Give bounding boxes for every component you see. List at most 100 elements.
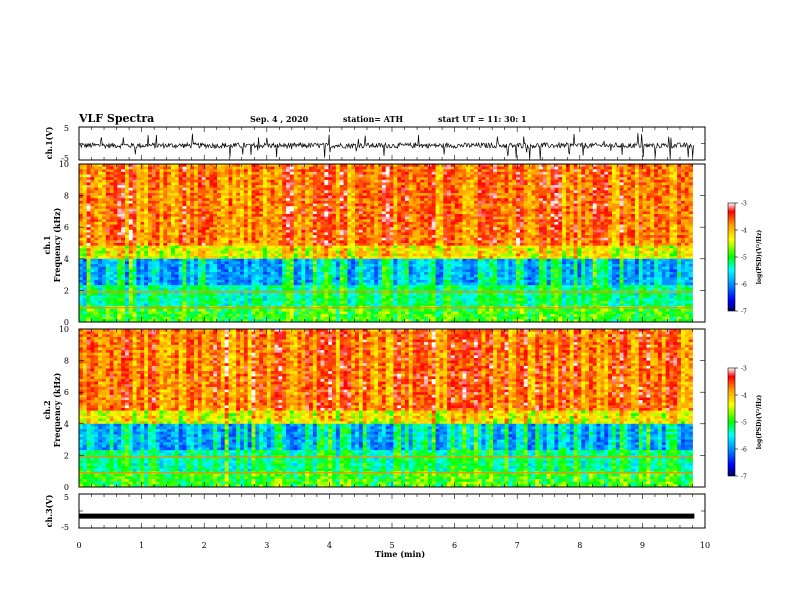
spectrogram-cell	[186, 316, 191, 320]
spectrogram-cell	[286, 240, 291, 244]
spectrogram-cell	[94, 261, 99, 265]
spectrogram-cell	[370, 240, 375, 244]
spectrogram-cell	[358, 216, 364, 220]
spectrogram-cell	[247, 182, 252, 186]
spectrogram-cell	[332, 285, 337, 289]
spectrogram-cell	[105, 253, 111, 257]
spectrogram-cell	[324, 214, 329, 218]
spectrogram-cell	[117, 240, 122, 244]
spectrogram-cell	[247, 240, 252, 244]
spectrogram-cell	[347, 200, 352, 204]
spectrogram-cell	[174, 295, 180, 299]
spectrogram-cell	[213, 271, 218, 275]
spectrogram-cell	[144, 274, 149, 278]
spectrogram-cell	[343, 187, 348, 191]
spectrogram-cell	[251, 206, 256, 210]
spectrogram-cell	[171, 300, 176, 304]
spectrogram-cell	[324, 245, 329, 249]
spectrogram-cell	[247, 287, 252, 291]
spectrogram-cell	[286, 293, 291, 297]
spectrogram-cell	[194, 243, 199, 247]
spectrogram-cell	[113, 214, 118, 218]
spectrogram-cell	[278, 211, 283, 215]
ch1-spec-ylabel-channel: ch.1	[42, 235, 52, 254]
spectrogram-cell	[366, 245, 371, 249]
spectrogram-cell	[197, 279, 203, 283]
spectrogram-cell	[144, 187, 149, 191]
spectrogram-cell	[186, 216, 191, 220]
spectrogram-cell	[297, 266, 302, 270]
spectrogram-cell	[86, 195, 91, 199]
spectrogram-cell	[316, 195, 321, 199]
spectrogram-cell	[297, 221, 302, 225]
spectrogram-cell	[174, 248, 180, 252]
spectrogram-cell	[381, 174, 387, 178]
spectrogram-cell	[102, 166, 107, 170]
spectrogram-cell	[117, 203, 122, 207]
spectrogram-cell	[251, 240, 256, 244]
spectrogram-cell	[305, 235, 310, 239]
spectrogram-cell	[374, 171, 379, 175]
spectrogram-cell	[186, 261, 191, 265]
spectrogram-cell	[136, 208, 141, 212]
spectrogram-cell	[136, 287, 141, 291]
spectrogram-cell	[217, 182, 222, 186]
spectrogram-cell	[155, 261, 160, 265]
spectrogram-cell	[224, 221, 229, 225]
spectrogram-cell	[286, 319, 291, 323]
spectrogram-cell	[316, 248, 321, 252]
spectrogram-cell	[297, 319, 302, 323]
spectrogram-cell	[324, 303, 329, 307]
spectrogram-cell	[332, 243, 337, 247]
spectrogram-cell	[128, 282, 134, 286]
spectrogram-cell	[228, 229, 233, 233]
spectrogram-cell	[144, 232, 149, 236]
spectrogram-cell	[385, 271, 390, 275]
spectrogram-cell	[224, 269, 229, 273]
spectrogram-cell	[332, 227, 337, 231]
spectrogram-cell	[159, 316, 164, 320]
spectrogram-cell	[362, 314, 367, 318]
spectrogram-cell	[297, 174, 302, 178]
spectrogram-cell	[117, 237, 122, 241]
spectrogram-cell	[182, 164, 187, 168]
spectrogram-cell	[220, 216, 226, 220]
spectrogram-cell	[305, 211, 310, 215]
spectrogram-cell	[113, 266, 118, 270]
spectrogram-cell	[266, 216, 272, 220]
spectrogram-cell	[240, 248, 245, 252]
spectrogram-cell	[320, 311, 325, 315]
spectrogram-cell	[209, 287, 214, 291]
spectrogram-cell	[109, 192, 114, 196]
spectrogram-cell	[140, 258, 145, 262]
spectrogram-cell	[274, 300, 279, 304]
spectrogram-cell	[358, 248, 364, 252]
spectrogram-cell	[174, 274, 180, 278]
spectrogram-cell	[117, 219, 122, 223]
spectrogram-cell	[94, 187, 99, 191]
spectrogram-cell	[328, 200, 333, 204]
spectrogram-cell	[155, 174, 160, 178]
spectrogram-cell	[86, 245, 91, 249]
spectrogram-cell	[105, 185, 111, 189]
spectrogram-cell	[125, 211, 130, 215]
spectrogram-cell	[297, 300, 302, 304]
spectrogram-cell	[366, 256, 371, 260]
spectrogram-cell	[148, 282, 153, 286]
spectrogram-cell	[201, 179, 206, 183]
spectrogram-cell	[263, 200, 268, 204]
spectrogram-cell	[339, 295, 344, 299]
spectrogram-cell	[201, 300, 206, 304]
spectrogram-cell	[247, 171, 252, 175]
spectrogram-cell	[324, 250, 329, 254]
spectrogram-cell	[343, 277, 348, 281]
spectrogram-cell	[121, 240, 126, 244]
spectrogram-cell	[381, 282, 387, 286]
spectrogram-cell	[278, 216, 283, 220]
spectrogram-cell	[121, 214, 126, 218]
spectrogram-cell	[320, 282, 325, 286]
spectrogram-cell	[109, 187, 114, 191]
spectrogram-cell	[163, 171, 168, 175]
spectrogram-cell	[289, 250, 295, 254]
spectrogram-cell	[217, 227, 222, 231]
